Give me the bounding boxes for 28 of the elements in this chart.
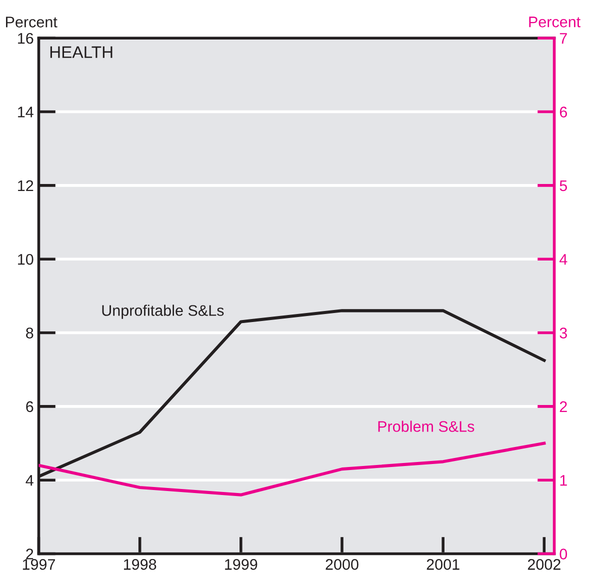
series-label: Unprofitable S&Ls — [102, 304, 224, 319]
chart-title: HEALTH — [50, 46, 112, 58]
x-tick-label: 1997 — [22, 559, 55, 570]
x-tick-label: 2002 — [528, 559, 560, 570]
x-tick-label: 2001 — [426, 559, 460, 570]
y2-tick-label: 3 — [560, 328, 567, 338]
y-tick-label: 14 — [18, 106, 34, 118]
line-series — [38, 442, 546, 496]
series-label: Problem S&Ls — [378, 420, 474, 432]
y-tick-label: 16 — [18, 32, 34, 44]
y2-tick-label: 7 — [560, 33, 567, 44]
y-tick-label: 6 — [26, 401, 34, 412]
y-tick-label: 10 — [18, 254, 34, 265]
y2-tick-label: 0 — [560, 548, 568, 560]
y2-tick-label: 4 — [559, 254, 568, 265]
y-tick-label: 2 — [26, 548, 34, 560]
x-tick-label: 2000 — [326, 559, 358, 570]
y2-axis-title: Percent — [529, 16, 580, 28]
y2-tick-label: 6 — [560, 106, 567, 118]
x-tick-label: 1998 — [124, 559, 156, 570]
y2-tick-label: 1 — [560, 475, 567, 486]
y-tick-label: 8 — [26, 328, 34, 338]
x-tick-label: 1999 — [225, 559, 258, 570]
y-tick-label: 4 — [26, 475, 34, 486]
y-axis-title: Percent — [6, 16, 58, 28]
y2-tick-label: 5 — [560, 180, 567, 192]
y2-tick-label: 2 — [560, 401, 567, 412]
y-tick-label: 12 — [18, 180, 34, 191]
